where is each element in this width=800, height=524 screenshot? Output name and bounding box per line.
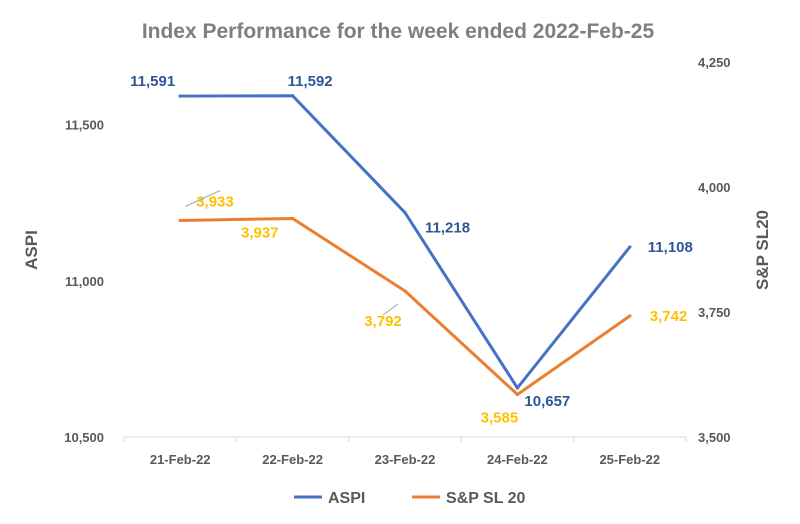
series-line-0 [178,94,632,390]
data-label: 3,585 [481,410,519,427]
data-label: 3,792 [364,313,402,330]
data-label: 10,657 [524,393,570,410]
label-leader-line [184,190,221,207]
y-left-tick-label: 11,500 [65,118,104,133]
data-point [515,386,520,390]
series-line-1 [178,217,632,396]
x-tick-label: 25-Feb-22 [599,452,660,467]
data-label: 11,108 [648,239,693,256]
y-right-tick-label: 4,000 [698,180,731,195]
data-point [628,245,632,249]
y-right-axis-title: S&P SL20 [753,210,772,290]
data-label: 3,742 [650,308,688,325]
y-left-tick-label: 10,500 [64,430,104,445]
y-right-tick-label: 3,500 [698,430,731,445]
x-tick-label: 22-Feb-22 [262,452,323,467]
y-left-tick-label: 11,000 [65,274,104,289]
series-layer [178,94,632,397]
data-point [178,94,182,98]
data-label: 3,937 [241,225,279,242]
y-right-tick-label: 4,250 [698,55,731,70]
legend-label: S&P SL 20 [446,490,526,507]
axes: 21-Feb-22 22-Feb-22 23-Feb-22 24-Feb-22 25-F… [22,55,772,467]
data-label: 11,592 [288,73,333,90]
legend-label: ASPI [328,490,365,507]
chart-title: Index Performance for the week ended 202… [142,20,655,43]
data-label: 11,591 [130,73,175,90]
data-point [403,289,407,293]
label-leader-line [382,303,399,316]
data-point [291,216,295,221]
data-point [403,211,407,215]
y-right-tick-label: 3,750 [698,305,731,320]
data-point [628,314,632,318]
data-labels: 11,591 11,592 11,218 10,657 11,108 3,933 3,937… [130,73,693,427]
data-point [178,218,182,223]
data-point [515,392,520,397]
x-tick-label: 24-Feb-22 [487,452,548,467]
x-tick-label: 23-Feb-22 [375,452,436,467]
data-label: 11,218 [425,220,470,237]
y-left-axis-title: ASPI [22,230,41,270]
x-tick-label: 21-Feb-22 [150,452,211,467]
data-point [291,94,295,98]
data-label: 3,933 [196,194,234,211]
legend: ASPI S&P SL 20 [294,490,526,507]
